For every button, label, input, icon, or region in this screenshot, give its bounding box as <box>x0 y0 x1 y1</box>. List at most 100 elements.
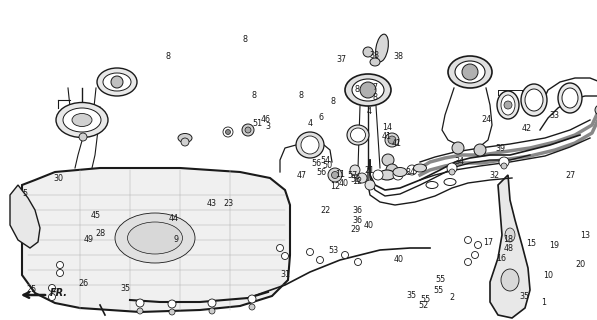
Ellipse shape <box>63 108 101 132</box>
Circle shape <box>373 170 383 180</box>
Ellipse shape <box>97 68 137 96</box>
Text: 35: 35 <box>121 284 130 293</box>
Text: 8: 8 <box>355 85 359 94</box>
Circle shape <box>136 299 144 307</box>
Circle shape <box>360 82 376 98</box>
Text: 54: 54 <box>321 156 330 165</box>
Text: 30: 30 <box>54 174 63 183</box>
Ellipse shape <box>562 88 578 108</box>
Circle shape <box>79 133 87 141</box>
Text: 47: 47 <box>297 171 306 180</box>
Circle shape <box>48 293 56 300</box>
Text: 36: 36 <box>352 216 362 225</box>
Circle shape <box>350 165 360 175</box>
Circle shape <box>331 172 338 179</box>
Text: 43: 43 <box>207 199 217 208</box>
Text: 46: 46 <box>261 115 270 124</box>
Circle shape <box>447 163 457 173</box>
Circle shape <box>226 130 230 134</box>
Text: 48: 48 <box>504 244 513 253</box>
Text: 8: 8 <box>251 92 256 100</box>
Polygon shape <box>22 168 290 312</box>
Ellipse shape <box>350 128 365 142</box>
Text: 34: 34 <box>406 168 416 177</box>
Circle shape <box>223 127 233 137</box>
Text: 36: 36 <box>352 206 362 215</box>
Text: 2: 2 <box>450 293 454 302</box>
Text: 55: 55 <box>433 286 444 295</box>
Text: 45: 45 <box>91 211 100 220</box>
Text: 15: 15 <box>527 239 536 248</box>
Text: 28: 28 <box>96 229 105 238</box>
Text: 3: 3 <box>265 122 270 131</box>
Circle shape <box>462 64 478 80</box>
Text: 22: 22 <box>320 206 331 215</box>
Circle shape <box>357 173 367 183</box>
Ellipse shape <box>345 74 391 106</box>
Text: 50: 50 <box>322 161 332 170</box>
Text: 51: 51 <box>253 119 263 128</box>
Text: 26: 26 <box>79 279 88 288</box>
Circle shape <box>48 284 56 292</box>
Ellipse shape <box>444 179 456 186</box>
Ellipse shape <box>128 222 183 254</box>
Text: 29: 29 <box>350 225 361 234</box>
Circle shape <box>169 309 175 315</box>
Text: 25: 25 <box>26 285 36 294</box>
Circle shape <box>328 168 342 182</box>
Circle shape <box>209 308 215 314</box>
Text: 38: 38 <box>394 52 404 61</box>
Text: 56: 56 <box>312 159 321 168</box>
Circle shape <box>365 180 375 190</box>
Circle shape <box>181 138 189 146</box>
Circle shape <box>499 157 509 167</box>
Text: 49: 49 <box>84 235 93 244</box>
Circle shape <box>475 242 482 249</box>
Circle shape <box>57 269 63 276</box>
Text: 16: 16 <box>497 254 506 263</box>
Ellipse shape <box>115 213 195 263</box>
Text: 4: 4 <box>367 107 371 116</box>
Text: 58: 58 <box>350 175 360 184</box>
Text: 8: 8 <box>166 52 171 61</box>
Text: 37: 37 <box>337 55 346 64</box>
Text: 12: 12 <box>331 182 340 191</box>
Circle shape <box>595 105 597 115</box>
Text: 44: 44 <box>168 214 178 223</box>
Text: 40: 40 <box>364 221 374 230</box>
Circle shape <box>385 133 399 147</box>
Text: 42: 42 <box>522 124 531 133</box>
Ellipse shape <box>72 114 92 126</box>
Circle shape <box>393 170 403 180</box>
Circle shape <box>464 236 472 244</box>
Text: 33: 33 <box>549 111 559 120</box>
Text: FR.: FR. <box>50 288 68 298</box>
Polygon shape <box>10 185 40 248</box>
Text: 20: 20 <box>576 260 585 269</box>
Text: 21: 21 <box>364 166 374 175</box>
Ellipse shape <box>521 84 547 116</box>
Text: 14: 14 <box>382 123 392 132</box>
Ellipse shape <box>103 73 131 91</box>
Circle shape <box>452 142 464 154</box>
Circle shape <box>249 304 255 310</box>
Ellipse shape <box>296 132 324 158</box>
Text: 41: 41 <box>392 139 402 148</box>
Circle shape <box>276 244 284 252</box>
Ellipse shape <box>363 47 373 57</box>
Circle shape <box>111 76 123 88</box>
Circle shape <box>306 249 313 255</box>
Ellipse shape <box>393 167 407 177</box>
Text: 18: 18 <box>504 235 513 244</box>
Text: 8: 8 <box>373 93 377 102</box>
Ellipse shape <box>376 34 389 62</box>
Circle shape <box>245 127 251 133</box>
Text: 31: 31 <box>281 270 290 279</box>
Circle shape <box>168 300 176 308</box>
Circle shape <box>464 259 472 266</box>
Text: 24: 24 <box>482 116 491 124</box>
Text: 7: 7 <box>373 83 377 92</box>
Ellipse shape <box>370 58 380 66</box>
Circle shape <box>388 136 396 144</box>
Text: 32: 32 <box>490 171 499 180</box>
